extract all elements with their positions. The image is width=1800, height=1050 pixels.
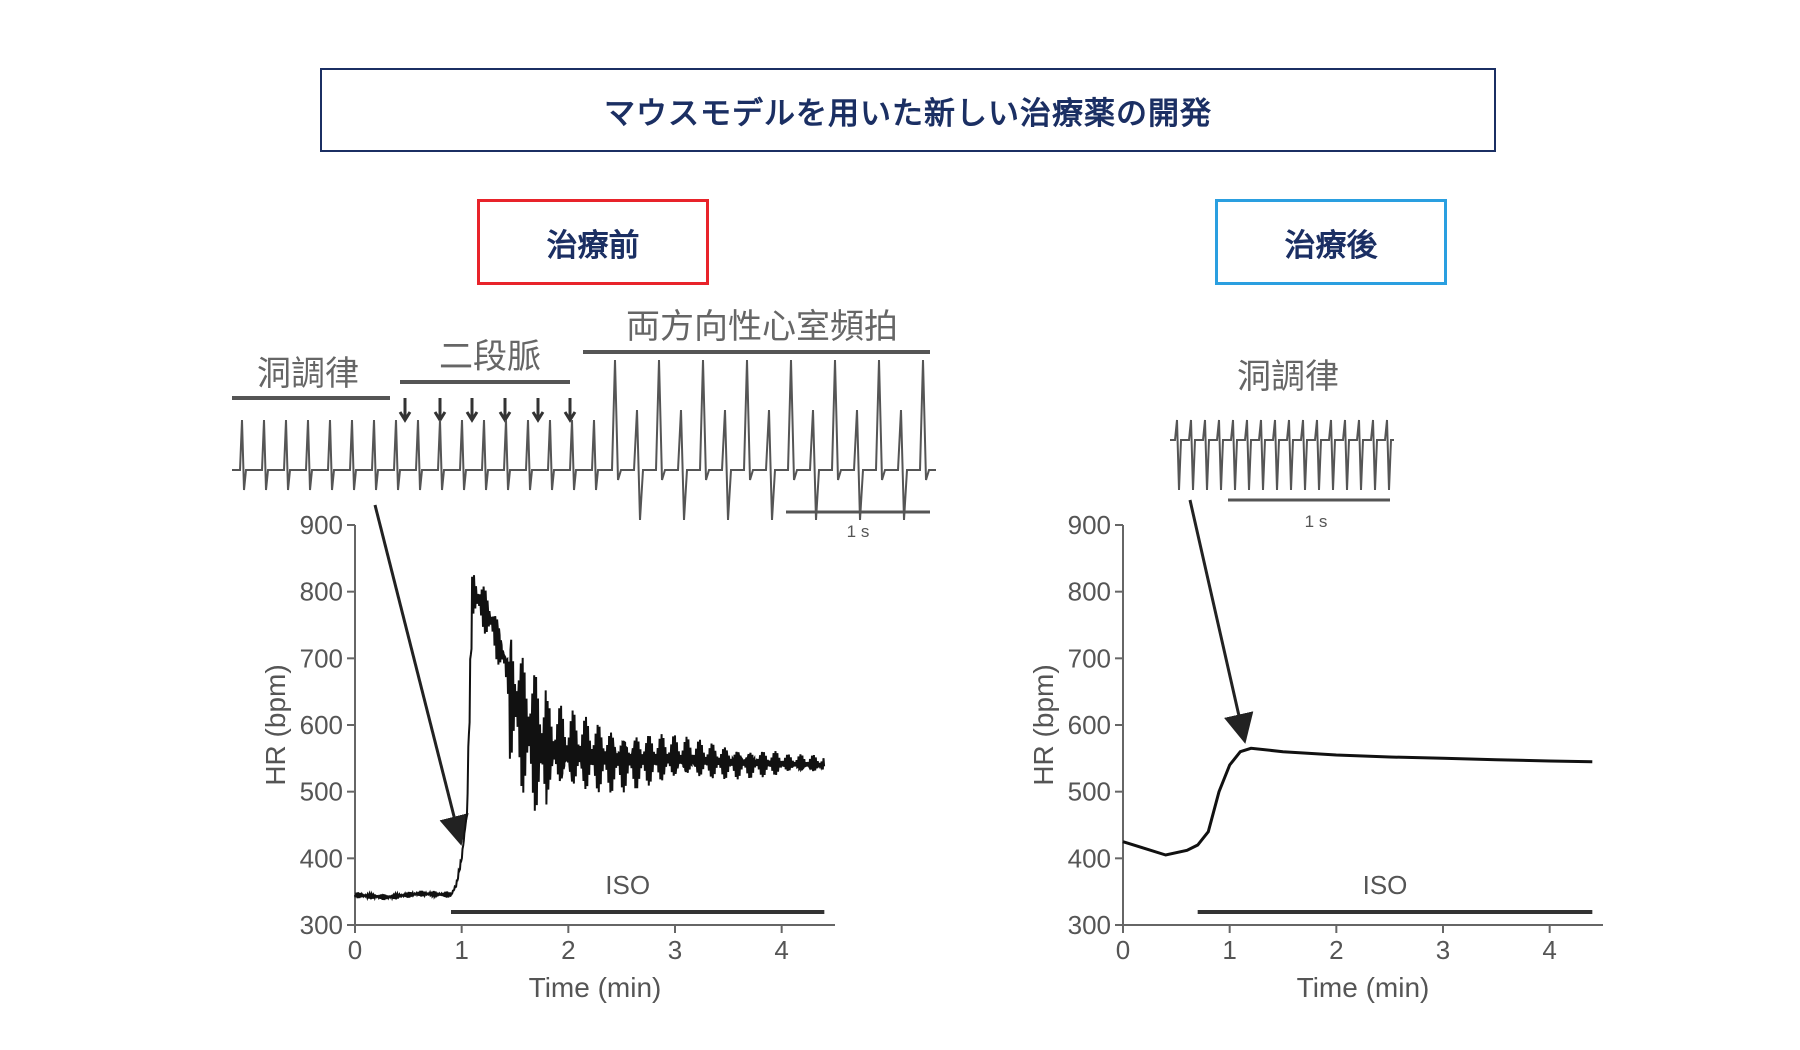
bigeminy-arrow xyxy=(498,398,512,423)
bigeminy-arrows xyxy=(398,398,577,423)
ecg-trace-before xyxy=(232,359,936,521)
x-tick-label: 0 xyxy=(348,935,362,965)
scale-label-before: 1 s xyxy=(847,522,870,541)
bigeminy-arrow xyxy=(433,398,447,423)
panel-before: 洞調律 二段脈 両方向性心室頻拍 1 s xyxy=(232,307,936,846)
ecg-trace-after xyxy=(1170,419,1394,491)
scale-label-after: 1 s xyxy=(1305,512,1328,531)
x-tick-label: 2 xyxy=(561,935,575,965)
bigeminy-arrow xyxy=(398,398,412,423)
bigeminy-label: 二段脈 xyxy=(439,337,541,377)
x-tick-label: 1 xyxy=(454,935,468,965)
panel-after: 洞調律 1 s xyxy=(1170,357,1394,744)
label-before-treatment: 治療前 xyxy=(477,199,709,285)
y-axis-title: HR (bpm) xyxy=(1028,664,1059,785)
x-tick-label: 1 xyxy=(1222,935,1236,965)
y-tick-label: 600 xyxy=(1068,710,1111,740)
bigeminy-arrow xyxy=(465,398,479,423)
x-axis-title: Time (min) xyxy=(1297,972,1430,1003)
x-axis-title: Time (min) xyxy=(529,972,662,1003)
iso-label: ISO xyxy=(605,870,650,900)
x-tick-label: 2 xyxy=(1329,935,1343,965)
x-tick-label: 4 xyxy=(774,935,788,965)
y-axis-title: HR (bpm) xyxy=(260,664,291,785)
y-tick-label: 800 xyxy=(1068,577,1111,607)
y-tick-label: 900 xyxy=(300,510,343,540)
x-tick-label: 3 xyxy=(668,935,682,965)
y-tick-label: 500 xyxy=(300,777,343,807)
sinus-label-after: 洞調律 xyxy=(1237,357,1339,397)
chart-before: 300 400 500 600 700 800 900 0 1 2 3 4 Time (min) HR (… xyxy=(260,510,835,1003)
x-tick-label: 4 xyxy=(1542,935,1556,965)
y-tick-label: 800 xyxy=(300,577,343,607)
label-after-treatment: 治療後 xyxy=(1215,199,1447,285)
figure-title: マウスモデルを用いた新しい治療薬の開発 xyxy=(320,68,1496,152)
y-tick-label: 300 xyxy=(1068,910,1111,940)
hr-series-line xyxy=(354,575,826,902)
pointer-arrow-after xyxy=(1188,499,1254,744)
chart-layer: 300 400 500 600 700 800 900 0 1 2 3 4 Time (min) HR (… xyxy=(260,510,1603,1003)
y-tick-label: 700 xyxy=(300,643,343,673)
bvt-label: 両方向性心室頻拍 xyxy=(626,307,898,347)
x-tick-label: 3 xyxy=(1436,935,1450,965)
chart-after: 300 400 500 600 700 800 900 0 1 2 3 4 Time (min) HR (… xyxy=(1028,510,1603,1003)
y-tick-label: 900 xyxy=(1068,510,1111,540)
iso-label: ISO xyxy=(1363,870,1408,900)
hr-series-line xyxy=(1122,746,1593,857)
pointer-arrow-before xyxy=(373,504,469,846)
sinus-label-before: 洞調律 xyxy=(257,354,359,394)
x-tick-label: 0 xyxy=(1116,935,1130,965)
y-tick-label: 700 xyxy=(1068,643,1111,673)
y-tick-label: 600 xyxy=(300,710,343,740)
y-tick-label: 400 xyxy=(300,843,343,873)
y-tick-label: 500 xyxy=(1068,777,1111,807)
y-tick-label: 400 xyxy=(1068,843,1111,873)
bigeminy-arrow xyxy=(531,398,545,423)
y-tick-label: 300 xyxy=(300,910,343,940)
bigeminy-arrow xyxy=(563,398,577,423)
